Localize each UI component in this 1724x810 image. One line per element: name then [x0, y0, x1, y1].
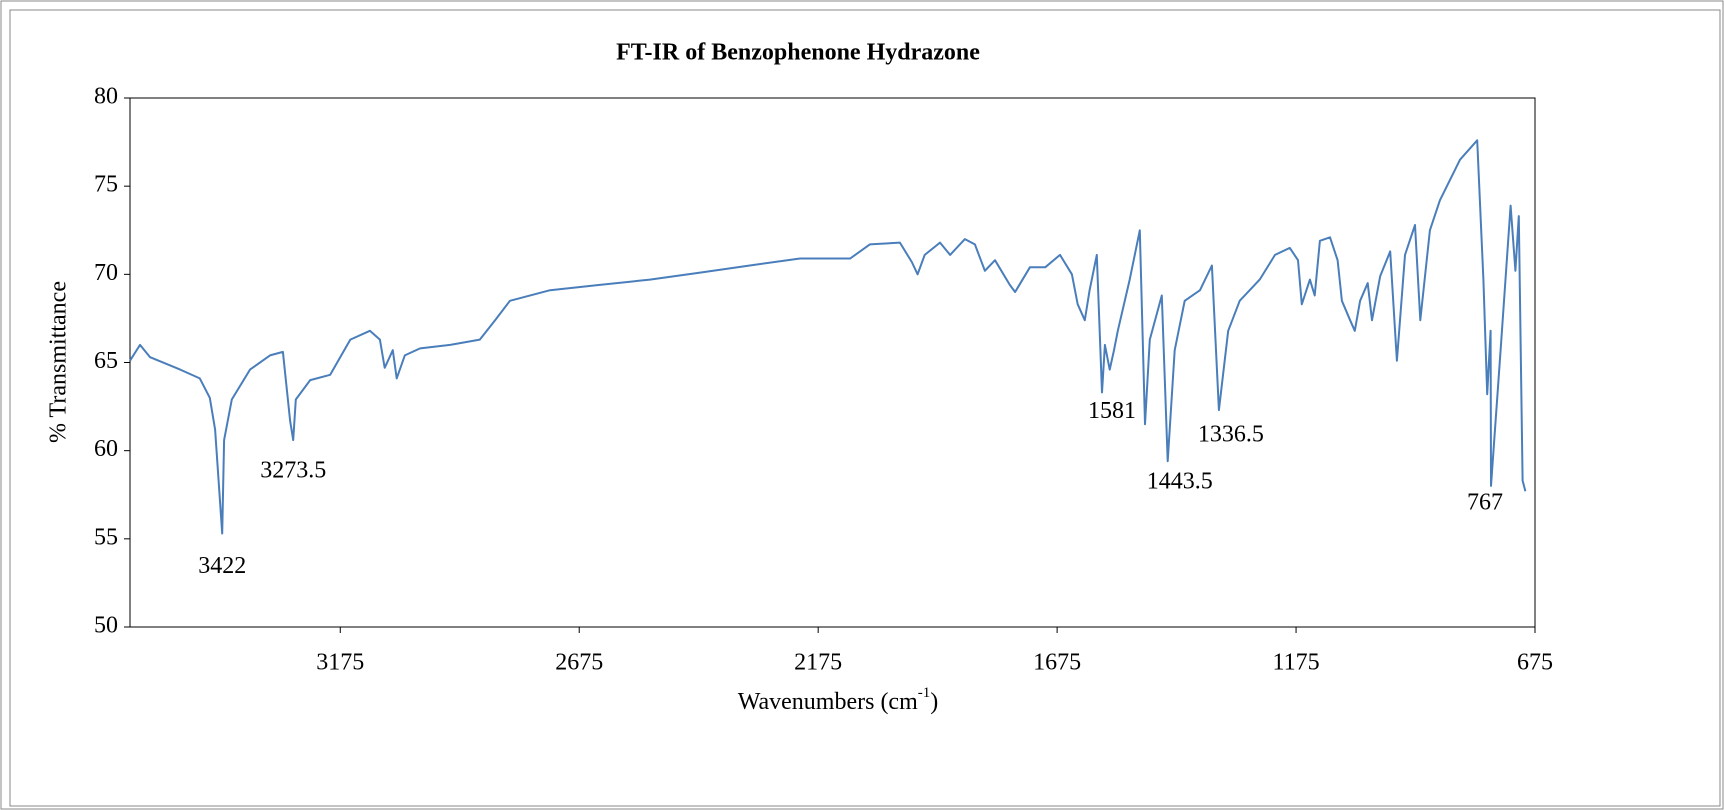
x-tick-label: 3175 [316, 650, 364, 676]
plot-frame [129, 97, 1536, 628]
peak-label: 767 [1467, 489, 1503, 515]
peak-label: 3422 [198, 553, 246, 579]
spectrum-line [129, 139, 1527, 535]
y-tick-label: 55 [94, 524, 118, 550]
peak-label: 1443.5 [1147, 469, 1213, 495]
chart-title: FT-IR of Benzophenone Hydrazone [616, 40, 980, 66]
x-label-end: ) [930, 689, 938, 715]
y-tick-label: 60 [94, 436, 118, 462]
y-tick-label: 80 [94, 84, 118, 110]
x-label-sup: -1 [918, 685, 931, 701]
peak-label: 3273.5 [260, 458, 326, 484]
x-tick-label: 675 [1517, 650, 1553, 676]
y-axis-label: % Transmittance [46, 281, 72, 443]
x-tick-label: 1675 [1033, 650, 1081, 676]
x-axis-label: Wavenumbers (cm-1) [738, 685, 939, 714]
x-tick-label: 2675 [555, 650, 603, 676]
y-tick-label: 50 [94, 613, 118, 639]
chart-frame [9, 9, 1721, 807]
x-tick-label: 1175 [1272, 650, 1319, 676]
peak-label: 1336.5 [1198, 422, 1264, 448]
y-tick-label: 75 [94, 172, 118, 198]
y-tick-label: 65 [94, 348, 118, 374]
peak-label: 1581 [1088, 398, 1136, 424]
y-tick-label: 70 [94, 260, 118, 286]
x-tick-label: 2175 [794, 650, 842, 676]
x-label-main: Wavenumbers (cm [738, 689, 918, 715]
